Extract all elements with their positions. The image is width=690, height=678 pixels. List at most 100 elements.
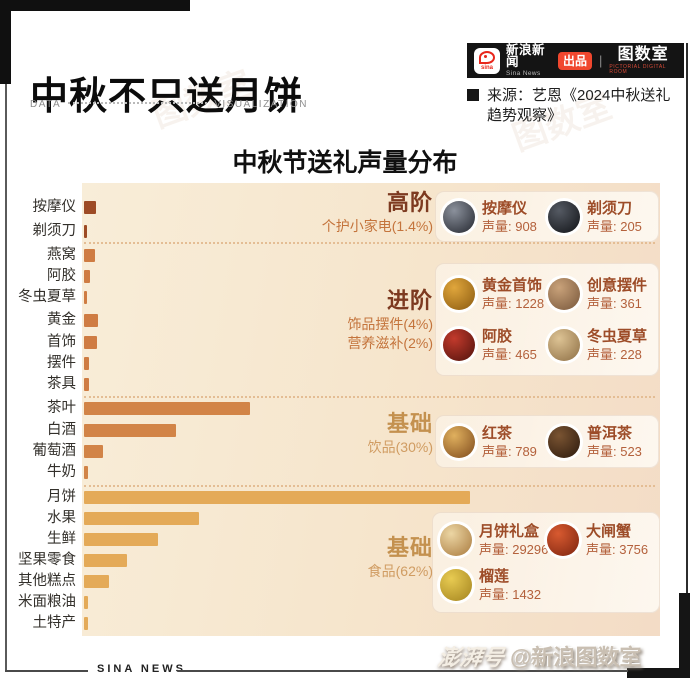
bar-13 [84,491,470,504]
studio-name: 图数室 [617,45,669,63]
product-name: 按摩仪 [482,199,528,217]
bar-3 [84,270,90,283]
bottom-watermark: 澎湃号 @新浪图数室 [436,640,642,672]
black-tea-photo [443,425,475,458]
product-item: 创意摆件 声量: 361 [548,277,651,311]
right-edge-line [686,43,688,678]
product-name: 普洱茶 [587,424,633,442]
axis-label-3: 阿胶 [47,268,76,284]
axis-label-2: 燕窝 [47,247,76,263]
product-volume: 声量: 523 [587,443,642,459]
product-item: 普洱茶 声量: 523 [548,424,651,459]
product-item: 榴莲 声量: 1432 [440,569,545,603]
bar-11 [84,445,103,458]
bar-14 [84,512,199,525]
tier-subtitle: 营养滋补(2%) [347,335,433,351]
bar-18 [84,596,88,609]
tier-subtitle: 饮品(30%) [367,439,433,455]
tier-card-1: 黄金首饰 声量: 1228 创意摆件 声量: 361 阿胶 声量: 465 冬虫夏草 声量: … [435,263,659,376]
tier-name: 基础 [386,411,433,436]
page-title: 中秋不只送月饼 [30,76,304,119]
bar-0 [84,201,96,214]
tier-subtitle: 食品(62%) [367,563,433,579]
axis-label-4: 冬虫夏草 [18,289,76,305]
product-volume: 声量: 908 [482,218,537,234]
pengpai-logo: 澎湃号 [436,645,506,670]
account-handle: @新浪图数室 [510,645,642,670]
tier-name: 基础 [386,535,433,560]
bar-1 [84,225,87,238]
product-item: 剃须刀 声量: 205 [548,199,651,234]
axis-label-13: 月饼 [47,489,76,505]
product-item: 按摩仪 声量: 908 [443,199,546,234]
footer-line-left [5,670,88,672]
chart-title: 中秋节送礼声量分布 [232,149,458,177]
product-volume: 声量: 205 [587,218,642,234]
bar-8 [84,378,89,391]
product-volume: 声量: 1432 [479,587,542,603]
visualization-label: VISUALIZATION [214,99,308,110]
bar-7 [84,357,89,370]
tier-subtitle: 个护小家电(1.4%) [321,218,433,234]
bar-17 [84,575,109,588]
source-line1: 来源：艺恩《2024中秋送礼 [487,87,671,104]
group-separator-2 [84,485,655,487]
bar-6 [84,336,97,349]
tier-subtitle: 饰品摆件(4%) [347,316,433,332]
product-name: 月饼礼盒 [479,522,540,540]
brand-divider: | [598,53,603,68]
axis-label-18: 米面粮油 [18,594,76,610]
brand-name-cn: 新浪新闻 [506,42,546,70]
product-name: 剃须刀 [587,199,633,217]
brand-bar: sina 新浪新闻 Sina News 出品 | 图数室 PICTORIAL D… [467,43,684,78]
crab-photo [547,523,579,556]
axis-label-7: 摆件 [47,355,76,371]
sina-logo-word: sina [480,64,493,71]
product-name: 红茶 [482,424,513,442]
axis-label-19: 土特产 [32,615,77,631]
tier-name: 高阶 [386,190,433,215]
bar-10 [84,424,176,437]
axis-label-5: 黄金 [47,312,76,328]
axis-label-16: 坚果零食 [18,552,76,568]
bar-16 [84,554,127,567]
bar-9 [84,402,250,415]
axis-label-6: 首饰 [47,334,76,350]
footer-sina-news: SINA NEWS [97,663,186,675]
product-item: 黄金首饰 声量: 1228 [443,276,546,310]
left-edge-line [5,84,7,671]
bar-12 [84,466,88,479]
product-volume: 声量: 465 [482,347,537,363]
data-label: DATA [30,99,62,110]
plot-area [82,183,660,636]
product-name: 黄金首饰 [482,276,543,294]
tier-card-2: 红茶 声量: 789 普洱茶 声量: 523 [435,415,659,468]
studio-caption: PICTORIAL DIGITAL ROOM [609,63,666,75]
tier-label-2: 基础饮品(30%) [367,411,433,455]
gold-jewelry-photo [443,277,475,310]
source-note: 来源：艺恩《2024中秋送礼 趋势观察》 [467,86,683,126]
shaver-photo [548,200,580,233]
product-volume: 声量: 361 [587,295,642,311]
source-bullet-icon [467,89,479,101]
axis-label-17: 其他糕点 [18,573,76,589]
tier-label-1: 进阶 饰品摆件(4%) 营养滋补(2%) [347,290,433,351]
bar-19 [84,617,88,630]
sina-logo-icon: sina [474,47,500,74]
axis-label-0: 按摩仪 [32,199,77,215]
tier-card-0: 按摩仪 声量: 908 剃须刀 声量: 205 [435,191,659,242]
mooncake-box-photo [440,523,472,556]
massager-photo [443,200,475,233]
bar-2 [84,249,95,262]
top-left-corner-horizontal [0,0,190,11]
axis-label-9: 茶叶 [47,400,76,416]
source-line2: 趋势观察》 [487,107,563,124]
bottom-right-corner-horizontal [627,668,690,678]
product-volume: 声量: 789 [482,443,537,459]
product-volume: 声量: 29296 [479,541,549,557]
tier-label-3: 基础食品(62%) [367,535,433,579]
group-separator-1 [84,396,655,398]
puer-tea-photo [548,425,580,458]
axis-label-14: 水果 [47,510,76,526]
axis-label-8: 茶具 [47,376,76,392]
